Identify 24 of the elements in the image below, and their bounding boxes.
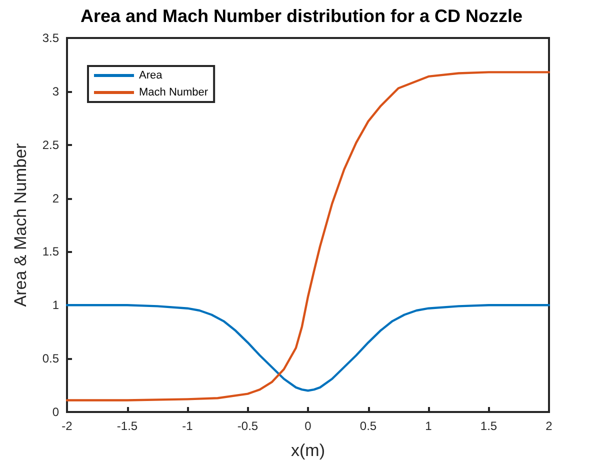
x-tick-label: 1.5 <box>480 419 498 433</box>
y-tick-label: 2.5 <box>42 138 60 152</box>
legend-label: Mach Number <box>139 86 208 98</box>
legend-label: Area <box>139 70 164 82</box>
x-axis-title: x(m) <box>291 441 325 460</box>
x-tick-label: -0.5 <box>237 419 258 433</box>
x-tick-label: -1 <box>182 419 194 433</box>
y-tick-label: 1 <box>52 298 60 312</box>
y-tick-label: 1.5 <box>42 244 60 259</box>
y-tick-label: 0 <box>52 405 60 419</box>
y-tick-label: 3 <box>52 84 60 98</box>
x-tick-label: 0 <box>304 419 312 433</box>
x-tick-label: -1.5 <box>116 419 138 433</box>
y-tick-label: 2 <box>52 191 60 206</box>
x-tick-label: 0.5 <box>360 419 377 433</box>
y-axis-title: Area & Mach Number <box>11 142 30 307</box>
x-tick-label: 1 <box>425 419 432 433</box>
line-series <box>66 304 550 392</box>
y-tick-label: 0.5 <box>42 352 60 366</box>
x-tick-label: 2 <box>546 419 553 433</box>
line-series <box>66 71 550 402</box>
chart-title: Area and Mach Number distribution for a CD Nozzle <box>80 6 523 26</box>
y-tick-label: 3.5 <box>42 31 60 45</box>
x-tick-label: -2 <box>62 419 73 433</box>
